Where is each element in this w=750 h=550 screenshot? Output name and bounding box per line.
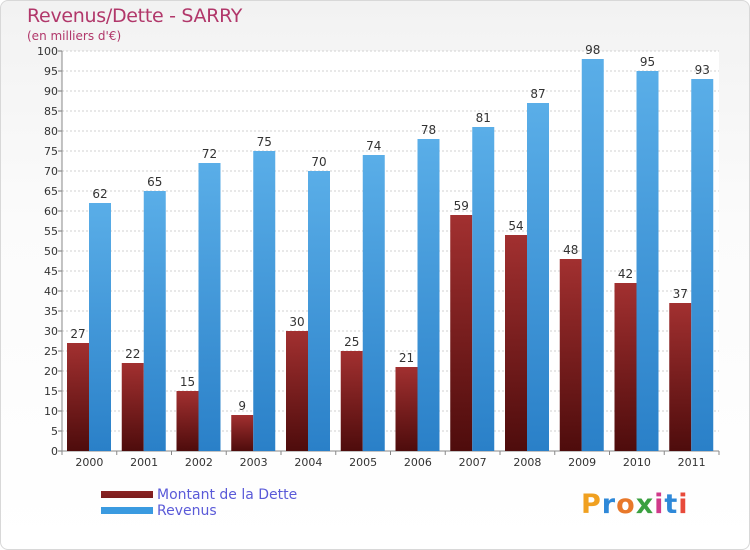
data-label-dette: 54 bbox=[508, 219, 523, 233]
logo-letter: P bbox=[581, 489, 602, 520]
bar-revenus bbox=[691, 79, 714, 451]
x-tick-label: 2009 bbox=[568, 456, 596, 469]
y-tick-label: 20 bbox=[44, 365, 58, 378]
x-tick-label: 2006 bbox=[404, 456, 432, 469]
x-tick-label: 2011 bbox=[678, 456, 706, 469]
chart-title: Revenus/Dette - SARRY bbox=[27, 5, 243, 27]
data-label-revenus: 93 bbox=[695, 63, 710, 77]
y-tick-label: 85 bbox=[44, 105, 58, 118]
bar-revenus bbox=[308, 171, 330, 451]
y-tick-label: 0 bbox=[51, 445, 58, 458]
x-tick-label: 2001 bbox=[130, 456, 158, 469]
bar-dette bbox=[286, 331, 308, 451]
y-tick-label: 55 bbox=[44, 225, 58, 238]
logo-letter: r bbox=[601, 489, 617, 520]
data-label-dette: 21 bbox=[399, 351, 414, 365]
y-tick-label: 90 bbox=[44, 85, 58, 98]
logo-letter: o bbox=[616, 489, 636, 520]
bar-revenus bbox=[89, 203, 111, 451]
legend-label-revenus: Revenus bbox=[157, 503, 217, 519]
data-label-dette: 37 bbox=[673, 287, 688, 301]
y-tick-label: 40 bbox=[44, 285, 58, 298]
x-tick-label: 2002 bbox=[185, 456, 213, 469]
y-tick-label: 65 bbox=[44, 185, 58, 198]
y-tick-label: 50 bbox=[44, 245, 58, 258]
logo-letter: i bbox=[654, 489, 665, 520]
data-label-revenus: 75 bbox=[257, 135, 272, 149]
data-label-dette: 30 bbox=[289, 315, 304, 329]
x-tick-label: 2007 bbox=[459, 456, 487, 469]
y-tick-label: 15 bbox=[44, 385, 58, 398]
bar-dette bbox=[669, 303, 692, 451]
y-tick-label: 10 bbox=[44, 405, 58, 418]
bar-dette bbox=[614, 283, 637, 451]
x-tick-label: 2004 bbox=[294, 456, 322, 469]
bar-revenus bbox=[636, 71, 659, 451]
bar-revenus bbox=[417, 139, 440, 451]
data-label-dette: 42 bbox=[618, 267, 633, 281]
bar-revenus bbox=[253, 151, 276, 451]
data-label-dette: 25 bbox=[344, 335, 359, 349]
legend-swatch-revenus bbox=[101, 507, 153, 514]
bar-dette bbox=[450, 215, 473, 451]
data-label-revenus: 87 bbox=[530, 87, 545, 101]
bar-revenus bbox=[143, 191, 166, 451]
y-tick-label: 60 bbox=[44, 205, 58, 218]
data-label-revenus: 95 bbox=[640, 55, 655, 69]
bar-dette bbox=[395, 367, 418, 451]
data-label-dette: 27 bbox=[70, 327, 85, 341]
bar-dette bbox=[121, 363, 144, 451]
data-label-revenus: 72 bbox=[202, 147, 217, 161]
y-tick-label: 35 bbox=[44, 305, 58, 318]
bar-dette bbox=[176, 391, 199, 451]
data-label-revenus: 65 bbox=[147, 175, 162, 189]
x-tick-label: 2005 bbox=[349, 456, 377, 469]
x-tick-label: 2003 bbox=[240, 456, 268, 469]
data-label-revenus: 78 bbox=[421, 123, 436, 137]
y-tick-label: 30 bbox=[44, 325, 58, 338]
bar-revenus bbox=[362, 155, 385, 451]
data-label-revenus: 70 bbox=[311, 155, 326, 169]
x-tick-label: 2010 bbox=[623, 456, 651, 469]
bar-revenus bbox=[527, 103, 549, 451]
y-tick-label: 45 bbox=[44, 265, 58, 278]
bar-dette bbox=[231, 415, 254, 451]
data-label-revenus: 62 bbox=[92, 187, 107, 201]
data-label-dette: 59 bbox=[454, 199, 469, 213]
y-tick-label: 95 bbox=[44, 65, 58, 78]
bar-revenus bbox=[198, 163, 221, 451]
legend-swatch-dette bbox=[101, 491, 153, 498]
proxiti-logo: Proxiti bbox=[581, 489, 689, 520]
bar-revenus bbox=[581, 59, 604, 451]
data-label-dette: 22 bbox=[125, 347, 140, 361]
logo-letter: t bbox=[664, 489, 679, 520]
data-label-revenus: 74 bbox=[366, 139, 381, 153]
y-tick-label: 100 bbox=[37, 45, 58, 58]
bar-dette bbox=[340, 351, 363, 451]
x-tick-label: 2008 bbox=[513, 456, 541, 469]
logo-letter: i bbox=[678, 489, 689, 520]
data-label-dette: 9 bbox=[238, 399, 246, 413]
data-label-dette: 15 bbox=[180, 375, 195, 389]
bar-dette bbox=[67, 343, 89, 451]
data-label-dette: 48 bbox=[563, 243, 578, 257]
data-label-revenus: 81 bbox=[476, 111, 491, 125]
data-label-revenus: 98 bbox=[585, 43, 600, 57]
bar-dette bbox=[505, 235, 527, 451]
x-tick-label: 2000 bbox=[75, 456, 103, 469]
logo-letter: x bbox=[635, 489, 655, 520]
y-tick-label: 80 bbox=[44, 125, 58, 138]
bar-revenus bbox=[472, 127, 495, 451]
y-tick-label: 25 bbox=[44, 345, 58, 358]
y-tick-label: 5 bbox=[51, 425, 58, 438]
bar-dette bbox=[559, 259, 582, 451]
y-tick-label: 75 bbox=[44, 145, 58, 158]
legend-label-dette: Montant de la Dette bbox=[157, 487, 298, 503]
y-tick-label: 70 bbox=[44, 165, 58, 178]
chart-subtitle: (en milliers d'€) bbox=[27, 29, 122, 43]
